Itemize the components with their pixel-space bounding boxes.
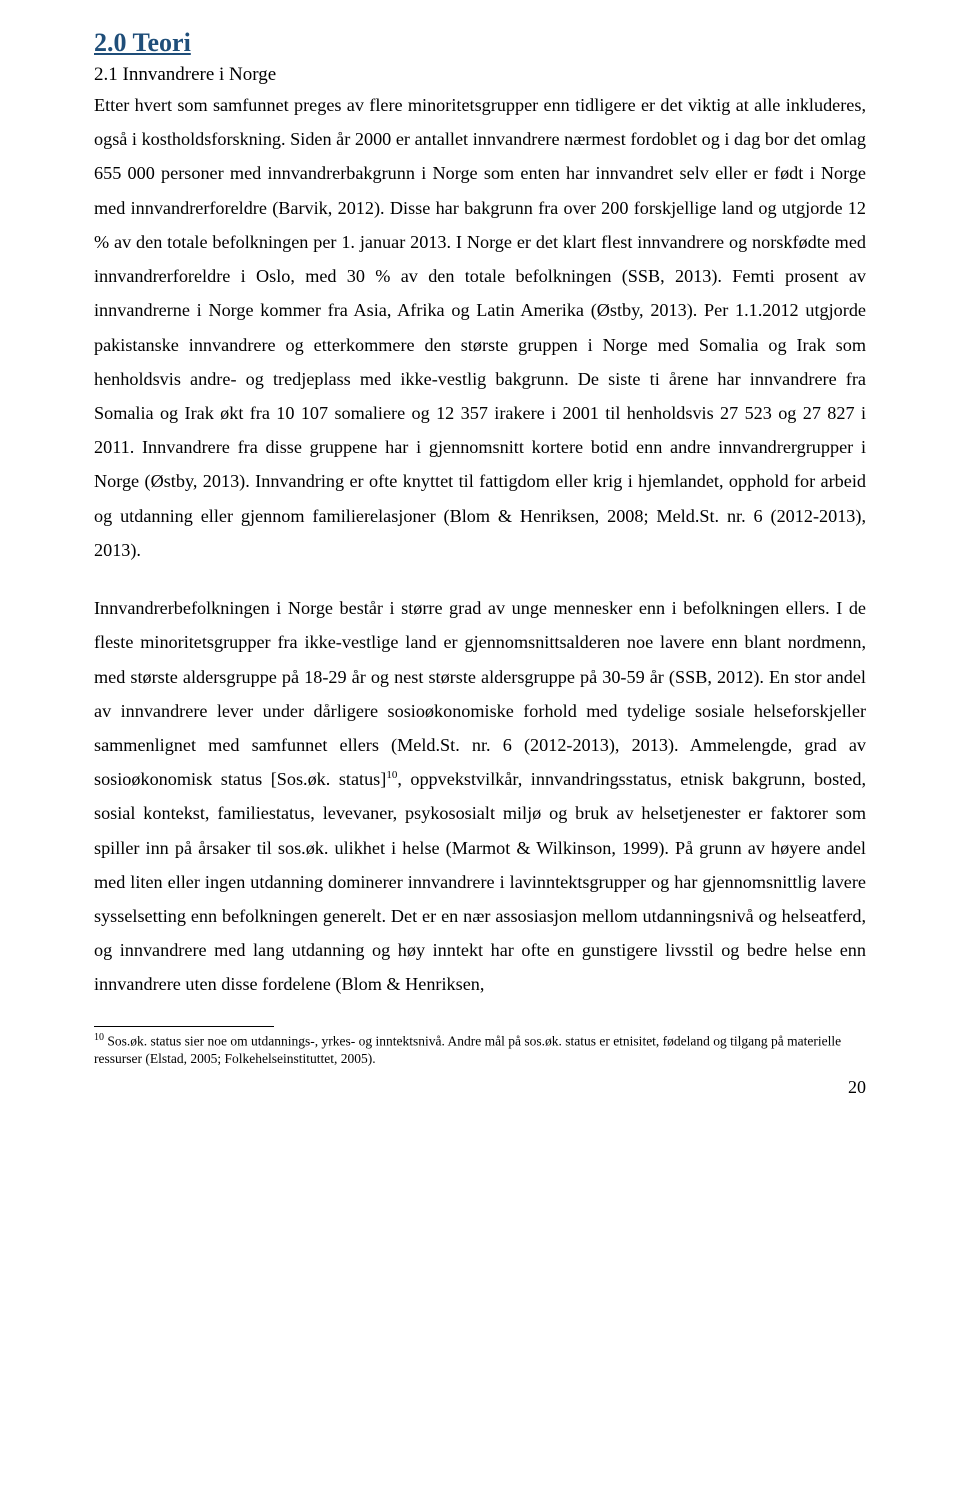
heading-teori: 2.0 Teori	[94, 28, 866, 58]
footnote-text: Sos.øk. status sier noe om utdannings-, …	[94, 1033, 841, 1066]
footnote-10: 10 Sos.øk. status sier noe om utdannings…	[94, 1031, 866, 1069]
paragraph-2-part-b: , oppvekstvilkår, innvandringsstatus, et…	[94, 769, 866, 994]
footnote-number: 10	[94, 1032, 104, 1043]
footnote-separator	[94, 1026, 274, 1027]
page-container: 2.0 Teori 2.1 Innvandrere i Norge Etter …	[0, 0, 960, 1126]
heading-innvandrere: 2.1 Innvandrere i Norge	[94, 64, 866, 86]
footnote-ref-10: 10	[386, 769, 397, 781]
page-number: 20	[94, 1077, 866, 1098]
paragraph-1: Etter hvert som samfunnet preges av fler…	[94, 88, 866, 567]
paragraph-2: Innvandrerbefolkningen i Norge består i …	[94, 591, 866, 1002]
paragraph-2-part-a: Innvandrerbefolkningen i Norge består i …	[94, 598, 866, 789]
